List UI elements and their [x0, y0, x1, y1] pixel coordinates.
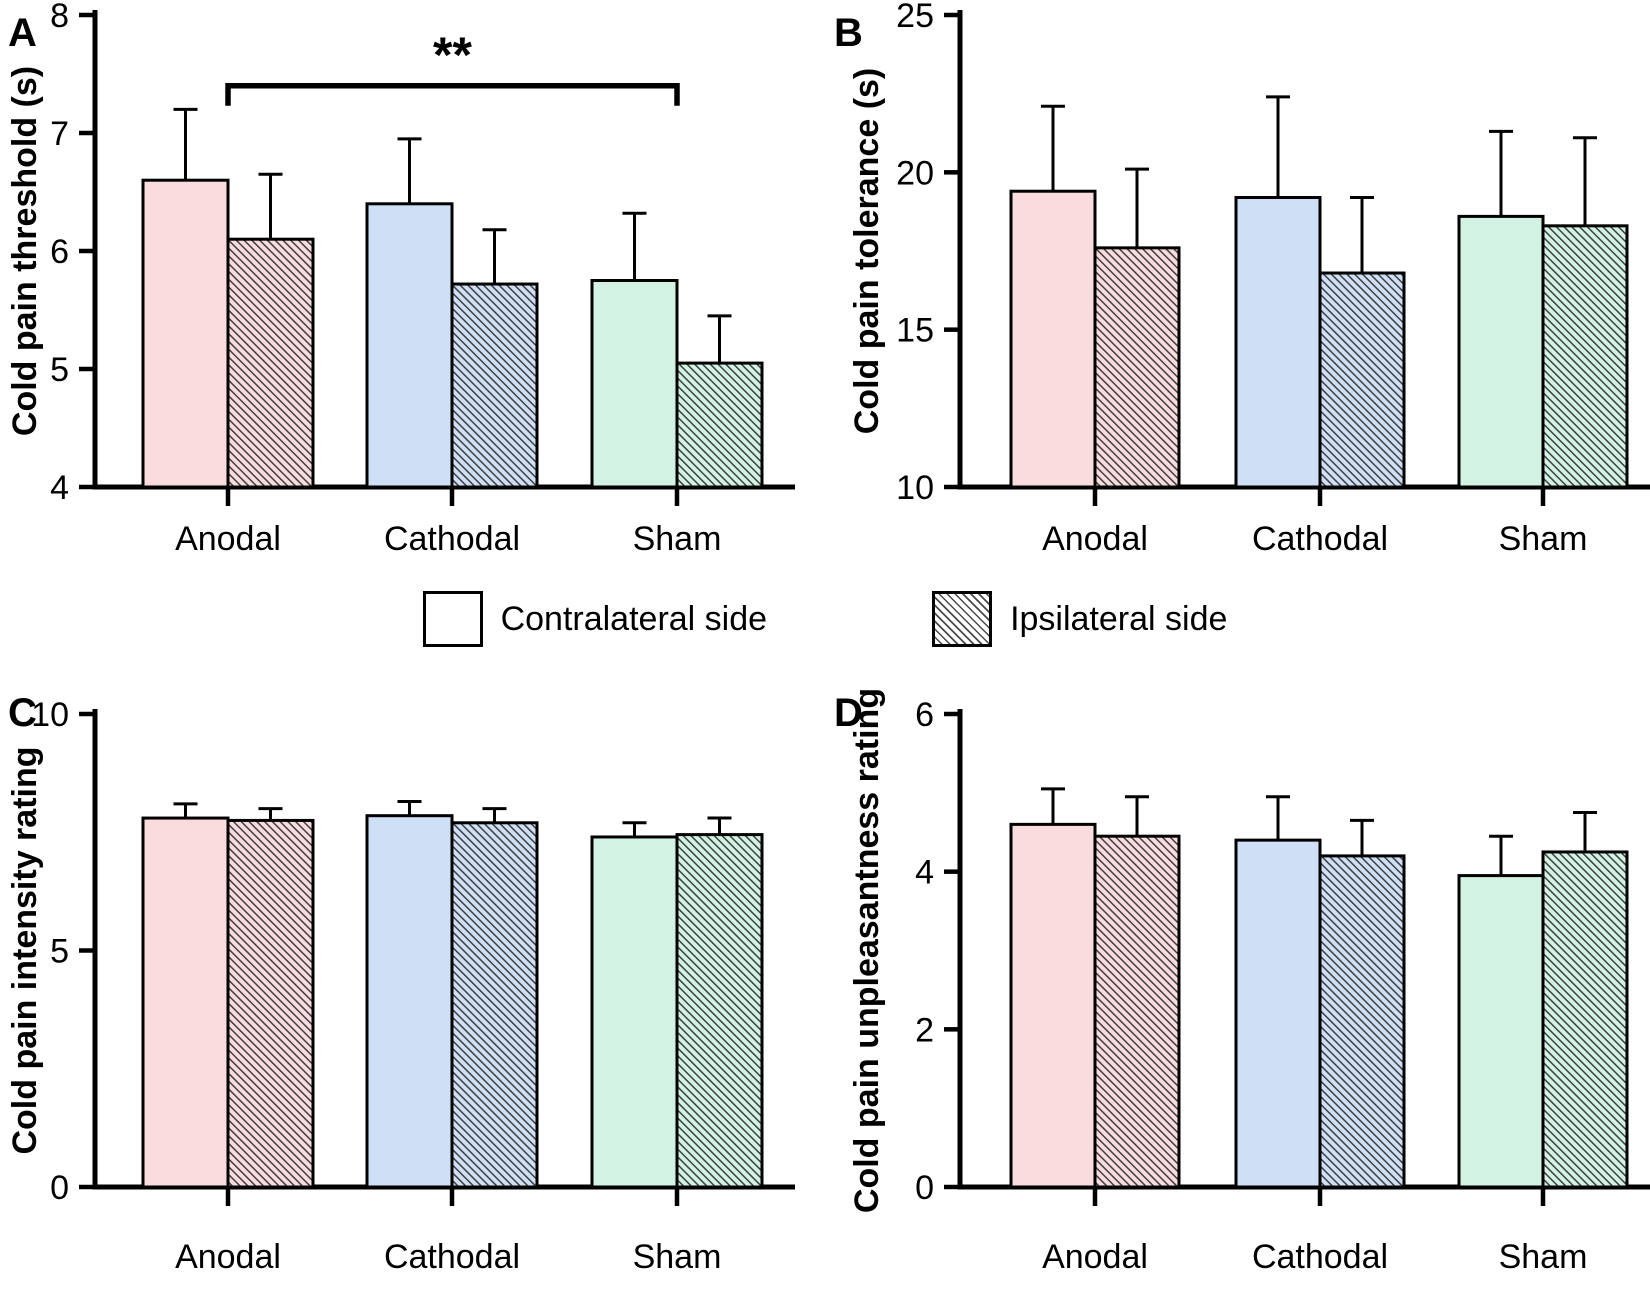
y-tick-label: 6 [50, 233, 69, 271]
legend-label-ipsilateral: Ipsilateral side [1010, 599, 1228, 638]
y-tick-label: 20 [896, 154, 934, 192]
legend-item-contralateral: Contralateral side [422, 591, 768, 647]
bar-cathodal-ipsilateral [450, 821, 539, 1189]
category-label: Cathodal [384, 1238, 520, 1276]
category-label: Cathodal [1252, 520, 1388, 558]
category-label: Anodal [175, 1238, 281, 1276]
panel-letter: C [8, 691, 37, 735]
panel-A-chart: A Cold pain threshold (s)4 5 6 7 8 Anodal Catho… [6, 0, 795, 558]
category-label: Cathodal [1252, 1238, 1388, 1276]
y-axis-title: Cold pain threshold (s) [6, 66, 44, 436]
bar-sham-ipsilateral [1541, 224, 1629, 489]
bar-sham-contralateral [590, 835, 679, 1189]
bar-sham-contralateral [1457, 214, 1545, 489]
bar-sham-ipsilateral [1541, 850, 1629, 1189]
y-tick-label: 8 [50, 0, 69, 35]
y-tick-label: 25 [896, 0, 934, 35]
bar-sham-ipsilateral [675, 361, 764, 489]
bar-anodal-contralateral [141, 816, 230, 1189]
legend: Contralateral side Ipsilateral side [0, 586, 1650, 652]
panel-letter: A [8, 11, 37, 55]
y-tick-label: 2 [915, 1011, 934, 1049]
significance-label: ** [433, 27, 472, 83]
category-label: Sham [633, 520, 722, 558]
y-axis-title: Cold pain unpleasantness rating [848, 688, 886, 1213]
category-label: Sham [633, 1238, 722, 1276]
bar-anodal-contralateral [1009, 189, 1097, 489]
y-axis-title: Cold pain intensity rating [6, 746, 44, 1154]
legend-item-ipsilateral: Ipsilateral side [932, 591, 1227, 647]
category-label: Sham [1499, 520, 1588, 558]
y-tick-label: 4 [50, 469, 69, 507]
bar-anodal-ipsilateral [226, 237, 315, 489]
panel-B-chart: B Cold pain tolerance (s) 10 15 20 25 Anodal Ca… [834, 0, 1650, 558]
bar-cathodal-ipsilateral [1318, 271, 1406, 489]
bar-cathodal-ipsilateral [1318, 854, 1406, 1189]
y-tick-label: 0 [50, 1169, 69, 1207]
y-tick-label: 5 [50, 933, 69, 971]
panel-A: A Cold pain threshold (s) 4 5 6 7 8 Anodal Catho… [0, 0, 800, 572]
y-tick-label: 5 [50, 351, 69, 389]
significance-bracket [225, 83, 680, 106]
panel-D: D Cold pain unpleasantness rating 0 2 4 6 Anod… [820, 662, 1650, 1309]
bar-anodal-ipsilateral [1093, 246, 1181, 489]
bar-anodal-contralateral [1009, 822, 1097, 1189]
panel-C: C Cold pain intensity rating 0 5 10 Anodal Cat… [0, 662, 800, 1309]
category-label: Anodal [1042, 520, 1148, 558]
ipsilateral-swatch-icon [932, 591, 993, 647]
contralateral-swatch-icon [422, 591, 483, 647]
y-tick-label: 15 [896, 312, 934, 350]
bar-anodal-contralateral [141, 178, 230, 489]
y-tick-label: 10 [31, 696, 69, 734]
bar-anodal-ipsilateral [1093, 834, 1181, 1189]
category-label: Anodal [175, 520, 281, 558]
y-axis-title: Cold pain tolerance (s) [848, 68, 886, 435]
category-label: Anodal [1042, 1238, 1148, 1276]
y-tick-label: 7 [50, 115, 69, 153]
bar-sham-contralateral [590, 279, 679, 489]
bar-sham-ipsilateral [675, 833, 764, 1189]
bar-anodal-ipsilateral [226, 818, 315, 1189]
category-label: Sham [1499, 1238, 1588, 1276]
bar-sham-contralateral [1457, 874, 1545, 1189]
panel-letter: D [834, 691, 863, 735]
legend-label-contralateral: Contralateral side [500, 599, 768, 638]
y-tick-label: 6 [915, 696, 934, 734]
panel-B: B Cold pain tolerance (s) 10 15 20 25 Anodal Ca… [820, 0, 1650, 572]
bar-cathodal-contralateral [1234, 838, 1322, 1189]
category-label: Cathodal [384, 520, 520, 558]
y-tick-label: 10 [896, 469, 934, 507]
y-tick-label: 0 [915, 1169, 934, 1207]
y-tick-label: 4 [915, 854, 934, 892]
panel-letter: B [834, 11, 863, 55]
bar-cathodal-contralateral [365, 202, 454, 489]
bar-cathodal-contralateral [1234, 196, 1322, 489]
bar-cathodal-ipsilateral [450, 282, 539, 489]
bar-cathodal-contralateral [365, 814, 454, 1189]
